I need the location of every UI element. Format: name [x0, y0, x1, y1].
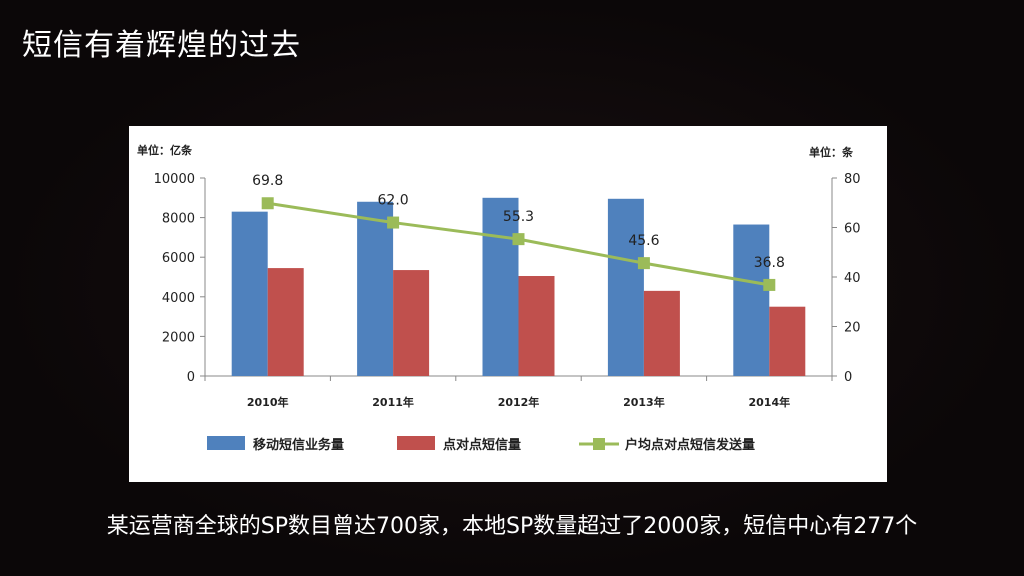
left-unit-label: 单位：亿条 — [137, 143, 193, 157]
legend-label: 移动短信业务量 — [253, 437, 344, 453]
legend-swatch — [207, 436, 245, 450]
right-unit-label: 单位：条 — [809, 145, 854, 159]
left-tick-label: 6000 — [162, 251, 195, 266]
bar-p2p-sms-volume — [518, 276, 555, 376]
bar-p2p-sms-volume — [769, 306, 806, 376]
data-label: 45.6 — [628, 233, 659, 249]
x-tick-label: 2012年 — [498, 395, 540, 409]
left-tick-label: 10000 — [154, 172, 195, 187]
left-tick-label: 4000 — [162, 291, 195, 306]
right-tick-label: 40 — [844, 271, 861, 286]
x-tick-label: 2011年 — [372, 395, 414, 409]
data-label: 69.8 — [252, 173, 283, 189]
line-marker — [763, 278, 776, 291]
bar-mobile-sms-volume — [231, 211, 268, 376]
data-label: 36.8 — [754, 255, 785, 271]
data-label: 62.0 — [378, 193, 409, 209]
line-marker — [261, 197, 274, 210]
bar-mobile-sms-volume — [482, 197, 519, 376]
slide-title: 短信有着辉煌的过去 — [22, 28, 301, 63]
line-marker — [637, 257, 650, 270]
left-tick-label: 8000 — [162, 212, 195, 227]
bar-p2p-sms-volume — [643, 290, 680, 376]
line-marker — [512, 233, 525, 246]
legend-marker — [593, 438, 605, 450]
legend-label: 点对点短信量 — [443, 437, 521, 453]
chart: 单位：亿条 单位：条 0 2000 4000 6000 8000 10000 0 20 40 60 80… — [137, 143, 861, 453]
slide-caption: 某运营商全球的SP数目曾达700家，本地SP数量超过了2000家，短信中心有27… — [106, 514, 918, 539]
chart-panel: 单位：亿条 单位：条 0 2000 4000 6000 8000 10000 0 20 40 60 80… — [129, 126, 887, 482]
bar-mobile-sms-volume — [607, 198, 644, 376]
right-tick-label: 20 — [844, 321, 861, 336]
x-tick-label: 2010年 — [247, 395, 289, 409]
right-tick-label: 0 — [844, 370, 852, 385]
left-tick-label: 0 — [187, 370, 195, 385]
bar-p2p-sms-volume — [267, 268, 304, 376]
left-tick-label: 2000 — [162, 330, 195, 345]
right-tick-label: 60 — [844, 222, 861, 237]
bar-mobile-sms-volume — [357, 201, 394, 376]
x-tick-label: 2013年 — [623, 395, 665, 409]
right-tick-label: 80 — [844, 172, 861, 187]
data-label: 55.3 — [503, 209, 534, 225]
bar-mobile-sms-volume — [733, 224, 770, 376]
legend-swatch — [397, 436, 435, 450]
line-marker — [387, 216, 400, 229]
x-tick-label: 2014年 — [748, 395, 790, 409]
legend-label: 户均点对点短信发送量 — [625, 437, 755, 453]
bar-p2p-sms-volume — [393, 270, 430, 376]
